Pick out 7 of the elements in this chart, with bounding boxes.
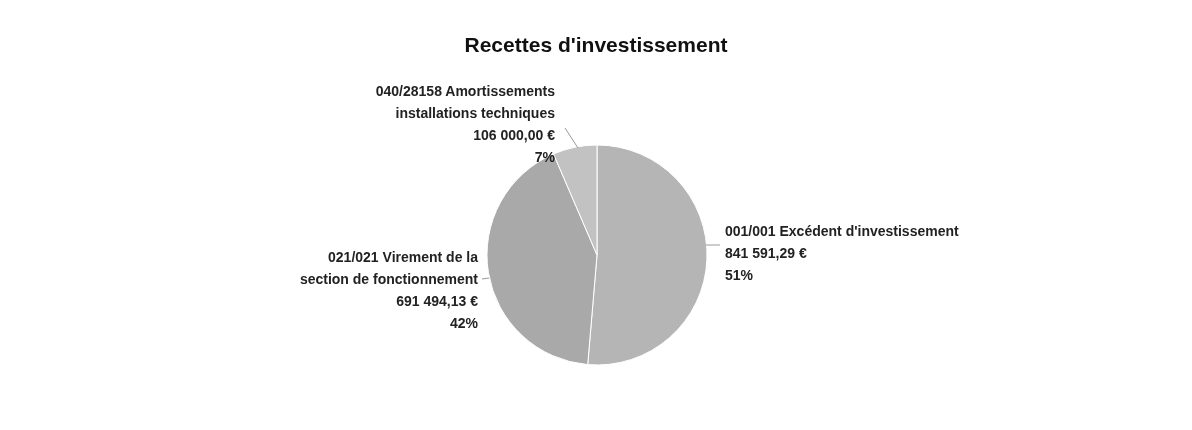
slice-label: 001/001 Excédent d'investissement <box>725 223 960 239</box>
chart-title: Recettes d'investissement <box>464 33 728 56</box>
data-label: 691 494,13 € 42% <box>396 293 479 331</box>
slice-label: 040/28158 Amortissements installations techniques <box>375 83 556 121</box>
data-label: 841 591,29 € 51% <box>725 245 807 283</box>
slice-label: 021/021 Virement de la section de fonctionnement <box>299 249 479 287</box>
data-label: 106 000,00 € 7% <box>473 127 556 165</box>
